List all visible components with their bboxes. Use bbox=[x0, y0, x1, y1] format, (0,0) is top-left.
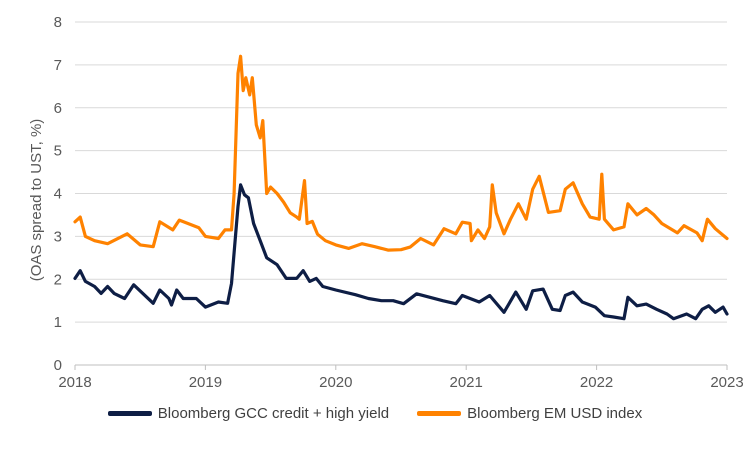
series-lines bbox=[73, 54, 729, 321]
legend: Bloomberg GCC credit + high yield Bloomb… bbox=[0, 405, 750, 422]
legend-swatch-em bbox=[417, 411, 462, 416]
series-line-0 bbox=[73, 183, 729, 321]
line-chart: 0 1 2 3 4 5 6 7 8 2018 2019 2020 2021 2022 2023 (OAS s… bbox=[28, 14, 744, 391]
y-tick-label: 5 bbox=[54, 143, 62, 160]
legend-item-em: Bloomberg EM USD index bbox=[417, 405, 642, 422]
x-tick-label: 2020 bbox=[319, 374, 352, 391]
legend-label-gcc: Bloomberg GCC credit + high yield bbox=[157, 405, 390, 422]
y-tick-label: 4 bbox=[54, 186, 62, 203]
gridlines bbox=[75, 21, 727, 323]
y-tick-label: 7 bbox=[54, 57, 62, 74]
y-tick-label: 8 bbox=[54, 14, 62, 31]
y-tick-label: 6 bbox=[54, 100, 62, 117]
x-tick-label: 2018 bbox=[58, 374, 91, 391]
y-axis-label: (OAS spread to UST, %) bbox=[28, 119, 45, 282]
series-line-1 bbox=[73, 54, 729, 252]
x-tick-label: 2019 bbox=[189, 374, 222, 391]
y-tick-label: 1 bbox=[54, 314, 62, 331]
legend-item-gcc: Bloomberg GCC credit + high yield bbox=[107, 405, 390, 422]
axes: 0 1 2 3 4 5 6 7 8 2018 2019 2020 2021 2022 2023 bbox=[54, 14, 744, 391]
legend-label-em: Bloomberg EM USD index bbox=[467, 405, 643, 422]
x-tick-label: 2022 bbox=[580, 374, 613, 391]
x-tick-label: 2021 bbox=[450, 374, 483, 391]
y-tick-label: 0 bbox=[54, 357, 62, 374]
y-tick-label: 3 bbox=[54, 228, 62, 245]
legend-swatch-gcc bbox=[107, 411, 152, 416]
y-tick-label: 2 bbox=[54, 271, 62, 288]
x-tick-label: 2023 bbox=[710, 374, 743, 391]
